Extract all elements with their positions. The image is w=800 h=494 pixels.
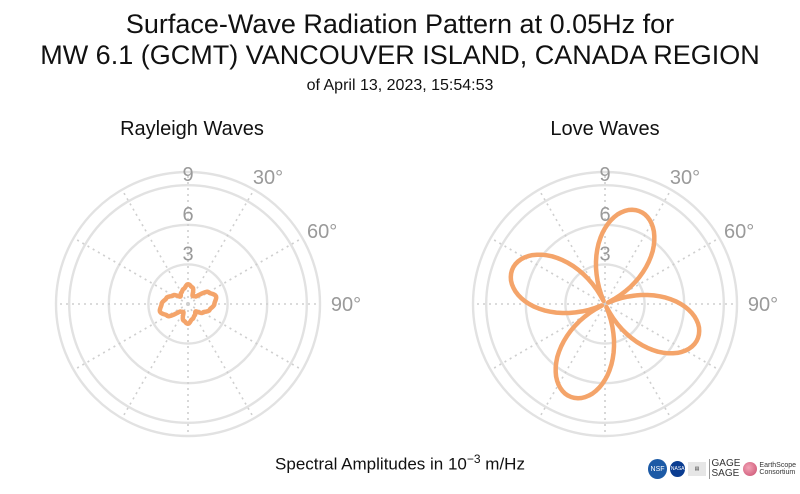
love-spoke-300 [490, 237, 606, 305]
earthscope-icon [743, 462, 758, 476]
love-spoke-210 [538, 303, 606, 419]
love-spoke-30 [604, 189, 672, 305]
gage-sage-logo: GAGE SAGE [708, 458, 741, 479]
chart-subtitle: of April 13, 2023, 15:54:53 [306, 77, 494, 94]
rayleigh-ring-9 [67, 183, 309, 425]
love-angle-tick-30: 30° [670, 167, 700, 189]
love-radiation-curve [508, 207, 702, 401]
rayleigh-spoke-330 [121, 189, 189, 305]
rayleigh-ring-3 [147, 263, 229, 345]
love-spoke-240 [490, 303, 606, 371]
rayleigh-angle-tick-30: 30° [253, 167, 283, 189]
love-r-tick-6: 6 [599, 204, 610, 226]
love-outer-ring [471, 170, 739, 438]
rayleigh-outer-ring [54, 170, 322, 438]
chart-title-line1: Surface-Wave Radiation Pattern at 0.05Hz… [125, 9, 675, 39]
rayleigh-spoke-120 [187, 303, 303, 371]
rayleigh-spoke-30 [187, 189, 255, 305]
love-ring-9 [485, 183, 726, 425]
rayleigh-r-tick-3: 3 [182, 243, 193, 265]
nasa-logo: NASA [670, 461, 686, 477]
sponsor-logos: NSF NASA ▤ GAGE SAGE EarthScope Consorti… [648, 452, 796, 486]
amplitude-label-prefix: Spectral Amplitudes in 10 [275, 454, 467, 474]
rayleigh-spoke-60 [187, 237, 303, 305]
earthscope-logo: EarthScope Consortium [743, 462, 796, 476]
amplitude-label-unit: m/Hz [480, 454, 525, 474]
rayleigh-spoke-300 [73, 237, 189, 305]
chart-title-line2: MW 6.1 (GCMT) VANCOUVER ISLAND, CANADA R… [40, 40, 760, 70]
love-angle-tick-60: 60° [724, 221, 754, 243]
love-spoke-330 [538, 189, 606, 305]
love-spoke-150 [604, 303, 672, 419]
love-r-tick-9: 9 [599, 164, 610, 186]
love-r-tick-3: 3 [599, 243, 610, 265]
love-spoke-60 [604, 237, 720, 305]
love-panel-title: Love Waves [550, 118, 660, 140]
rayleigh-spoke-150 [187, 303, 255, 419]
usgs-logo-icon: ▤ [688, 462, 706, 476]
sage-text: SAGE [711, 468, 740, 479]
love-angle-tick-90: 90° [748, 294, 778, 316]
amplitude-label-exponent: −3 [466, 452, 481, 466]
rayleigh-spoke-240 [73, 303, 189, 371]
gage-text: GAGE [711, 458, 741, 469]
love-spoke-120 [604, 303, 720, 371]
amplitude-units-label: Spectral Amplitudes in 10−3 m/Hz [0, 452, 800, 475]
rayleigh-panel-title: Rayleigh Waves [120, 118, 264, 140]
rayleigh-angle-tick-90: 90° [331, 294, 361, 316]
earthscope-text: EarthScope [759, 462, 797, 469]
rayleigh-r-tick-6: 6 [182, 204, 193, 226]
love-ring-3 [564, 263, 646, 345]
nsf-logo: NSF [648, 459, 668, 479]
rayleigh-angle-tick-60: 60° [307, 221, 337, 243]
earthscope-subtext: Consortium [759, 469, 796, 476]
rayleigh-radiation-curve [157, 281, 219, 327]
rayleigh-spoke-210 [121, 303, 189, 419]
rayleigh-r-tick-9: 9 [182, 164, 193, 186]
